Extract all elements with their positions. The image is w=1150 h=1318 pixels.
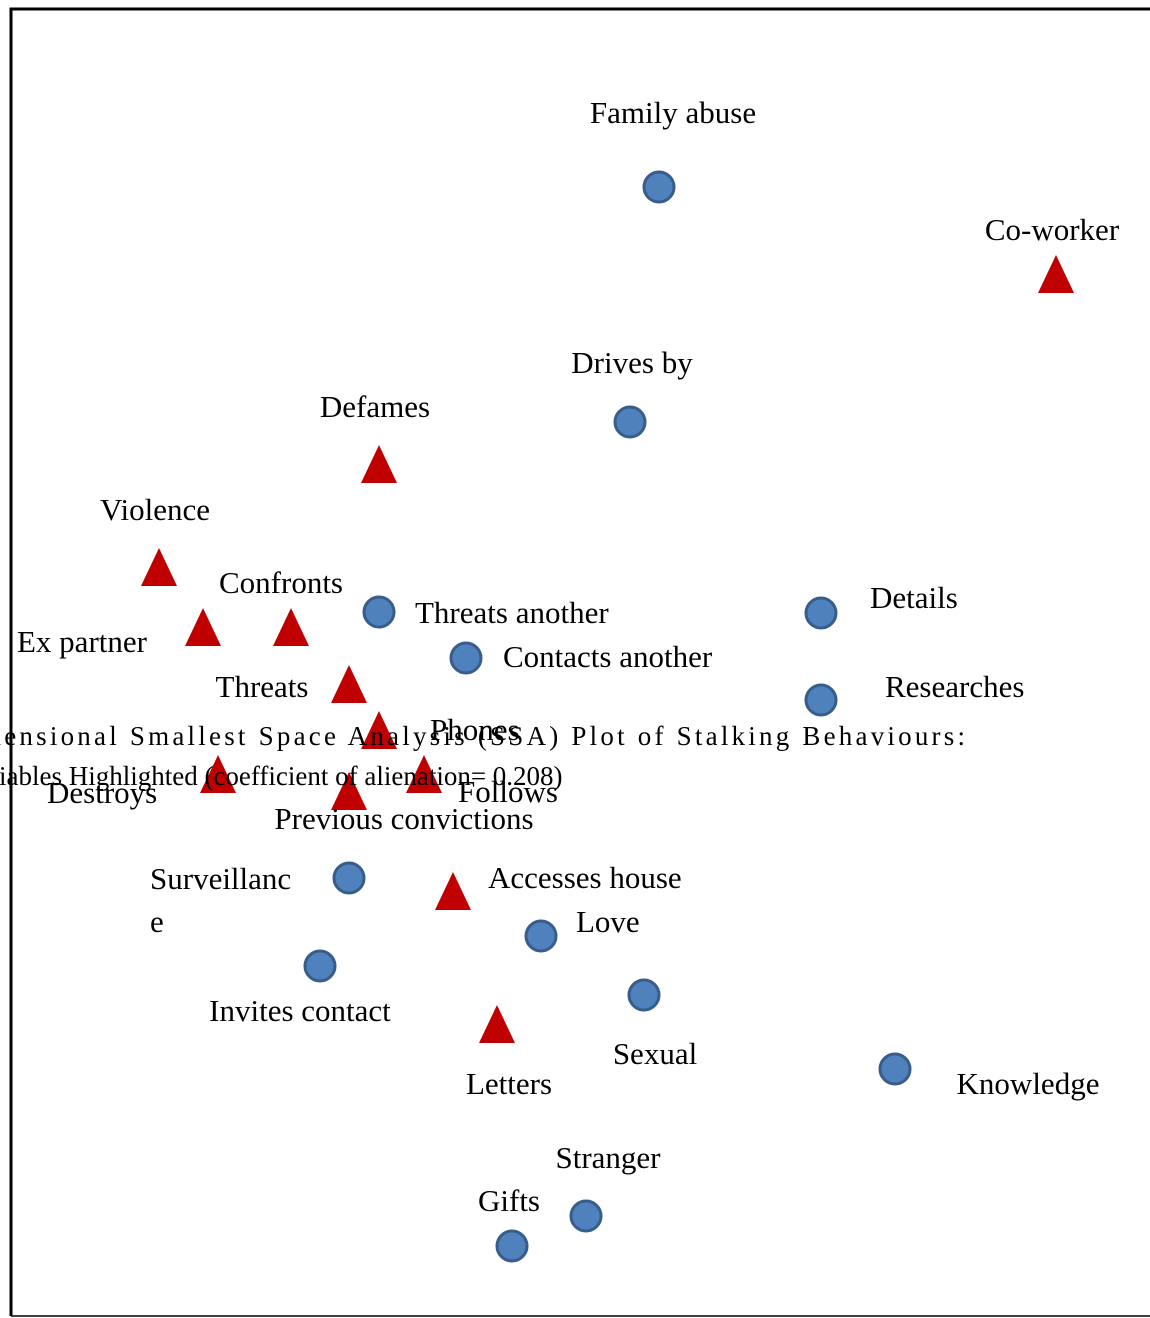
node-label: Threats another <box>415 595 609 630</box>
node-label: Family abuse <box>590 95 756 130</box>
triangle-marker <box>361 445 397 483</box>
triangle-marker <box>331 772 367 810</box>
node-label: Love <box>576 904 640 939</box>
node-label: Threats <box>216 669 309 704</box>
circle-marker <box>303 949 337 983</box>
node-label: Details <box>870 580 958 615</box>
circle-marker <box>804 683 838 717</box>
triangle-marker <box>479 1005 515 1043</box>
triangle-marker <box>200 755 236 793</box>
node-label: Confronts <box>219 565 343 600</box>
node-label: Phones <box>430 712 520 747</box>
node-label: Violence <box>100 492 210 527</box>
node-label: Previous convictions <box>274 801 533 836</box>
node-label: Co-worker <box>985 212 1120 247</box>
node-label: Researches <box>885 669 1024 704</box>
node-label: e <box>150 904 164 939</box>
circle-marker <box>495 1229 529 1263</box>
node-label: Follows <box>458 774 558 809</box>
caption-line: mensional Smallest Space Analysis (SSA) … <box>0 721 965 751</box>
circle-marker <box>332 861 366 895</box>
node-label: Letters <box>466 1066 552 1101</box>
nodes: Family abuse Co-worker Drives by Defames Vio… <box>17 95 1120 1263</box>
circle-marker <box>524 919 558 953</box>
triangle-marker <box>406 755 442 793</box>
triangle-marker <box>273 608 309 646</box>
triangle-marker <box>331 665 367 703</box>
node-label: Gifts <box>478 1183 540 1218</box>
node-label: Stranger <box>555 1140 661 1175</box>
circle-marker <box>569 1199 603 1233</box>
node-label: Contacts another <box>503 639 713 674</box>
circle-marker <box>362 595 396 629</box>
node-label: Surveillanc <box>150 861 291 896</box>
caption-line: riables Highlighted (coefficient of alie… <box>0 761 563 791</box>
triangle-marker <box>361 711 397 749</box>
node-label: Accesses house <box>488 860 682 895</box>
node-label: Destroys <box>47 775 157 810</box>
circle-marker <box>449 641 483 675</box>
node-label: Sexual <box>613 1036 697 1071</box>
node-label: Drives by <box>571 345 693 380</box>
node-label: Defames <box>320 389 430 424</box>
node-label: Ex partner <box>17 624 148 659</box>
triangle-marker <box>1038 255 1074 293</box>
circle-marker <box>804 596 838 630</box>
triangle-marker <box>141 548 177 586</box>
triangle-marker <box>185 608 221 646</box>
node-label: Knowledge <box>957 1066 1100 1101</box>
frame <box>9 7 1150 1316</box>
circle-marker <box>642 170 676 204</box>
circle-marker <box>613 405 647 439</box>
triangle-marker <box>435 872 471 910</box>
circle-marker <box>878 1052 912 1086</box>
circle-marker <box>627 978 661 1012</box>
node-label: Invites contact <box>209 993 391 1028</box>
